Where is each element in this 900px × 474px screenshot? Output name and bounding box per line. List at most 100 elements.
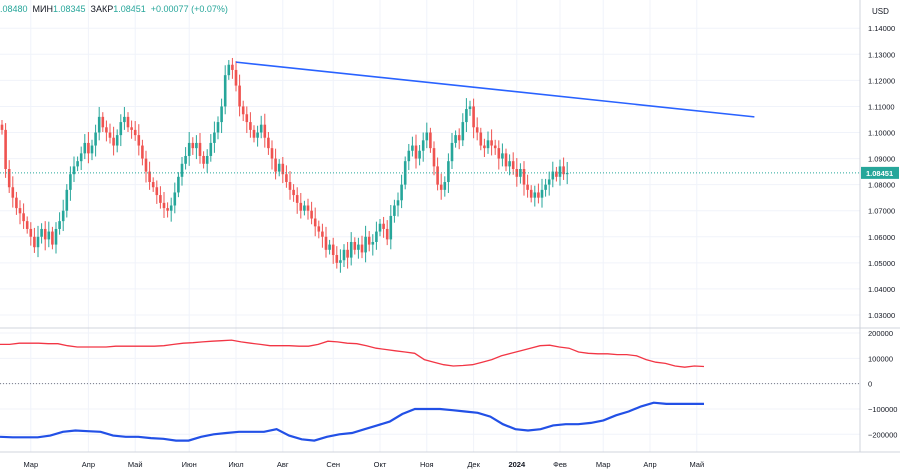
candle-body [22,213,25,222]
price-tick-label: 1.08000 [868,181,895,190]
candle-body [443,182,447,190]
candle-body [519,169,522,177]
candle-body [555,171,558,177]
candle-body [54,228,58,245]
time-axis-label: Май [689,460,704,469]
oscillator-tick-label: 200000 [868,329,893,338]
candle-body [382,223,385,229]
candle-body [429,132,432,149]
candle-body [130,127,133,130]
trend-line[interactable] [235,61,755,118]
candle-body [112,137,115,146]
candle-body [558,166,562,177]
candle-body [133,129,137,136]
price-tick-label: 1.06000 [868,233,895,242]
candle-body [159,195,162,203]
candle-body [335,255,339,263]
candle-body [285,174,288,183]
candle-body [94,132,97,146]
oscillator-red-line [0,339,705,368]
price-tick-label: 1.05000 [868,259,895,268]
candle-body [90,145,94,154]
candle-body [213,132,216,143]
candle-body [141,145,144,159]
candle-body [295,195,299,203]
candle-body [346,249,349,258]
candle-body [274,158,277,172]
candle-body [277,163,281,172]
candle-body [234,69,238,86]
price-tick-label: 1.13000 [868,50,895,59]
candle-body [252,129,256,138]
candle-body [508,161,511,167]
candle-body [173,192,177,206]
candle-body [522,169,526,185]
candle-body [421,140,425,151]
time-axis-label: Сен [326,460,340,469]
candle-body [389,215,393,240]
time-axis-label: Июн [182,460,197,469]
candle-body [18,208,22,214]
candle-body [562,166,565,175]
price-tick-label: 1.03000 [868,311,895,320]
candle-body [306,205,310,211]
candle-body [486,140,490,149]
candle-body [123,116,126,123]
candle-body [180,163,184,177]
candle-body [292,189,295,196]
candle-body [270,148,274,159]
candle-body [450,142,454,162]
candle-body [310,210,313,219]
candle-body [223,75,227,107]
candle-body [245,114,249,123]
oscillator-tick-label: 0 [868,380,872,389]
candle-body [324,236,328,250]
candle-body [241,106,245,115]
time-axis-label: 2024 [508,460,526,469]
candle-body [195,142,198,149]
oscillator-tick-label: −100000 [868,405,897,414]
candle-body [533,192,537,198]
legend-close-label: ЗАКР [90,4,114,14]
candle-body [155,187,159,196]
candle-body [454,135,457,143]
candle-body [299,202,303,211]
candle-body [105,127,108,133]
candle-body [51,231,54,245]
candle-body [83,142,87,154]
time-axis-label: Апр [82,460,95,469]
candle-body [33,236,36,248]
candle-body [15,197,18,209]
candle-body [177,176,180,193]
candle-body [529,189,533,198]
candle-body [79,153,83,162]
price-tick-label: 1.04000 [868,285,895,294]
candle-body [526,184,529,190]
price-tick-label: 1.12000 [868,76,895,85]
time-axis-label: Дек [467,460,480,469]
candle-body [483,145,486,149]
candle-body [371,241,375,245]
candle-body [191,142,195,149]
candle-body [475,127,479,133]
candle-body [69,174,72,190]
time-axis-label: Ноя [420,460,434,469]
candle-body [425,132,429,141]
candle-body [544,184,547,190]
candle-body [447,161,450,183]
candle-body [0,124,4,130]
candle-body [29,228,33,237]
candle-body [493,145,497,149]
candle-body [87,142,90,154]
candle-body [465,109,468,123]
candle-body [511,161,515,169]
candle-body [231,64,234,70]
candle-body [220,106,223,123]
candle-body [25,221,29,229]
candle-body [303,205,306,211]
candle-body [468,106,472,110]
candle-body [227,64,231,76]
candle-body [40,228,43,237]
candle-body [393,205,396,216]
